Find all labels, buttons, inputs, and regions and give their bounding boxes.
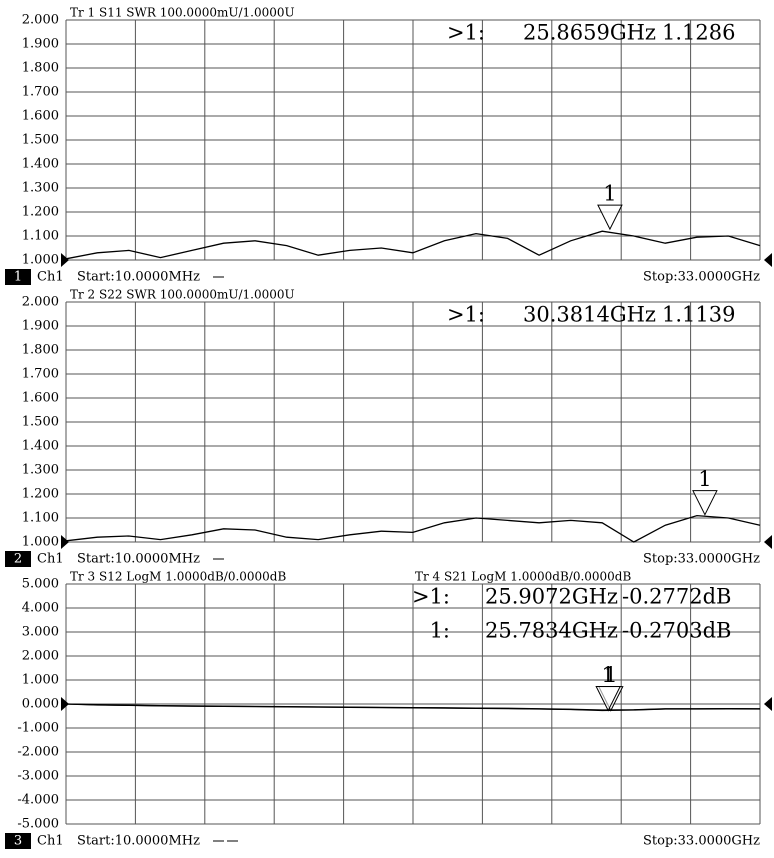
- marker-label: 1: [601, 663, 614, 687]
- y-tick-label: 1.800: [22, 61, 59, 76]
- y-tick-label: 1.000: [22, 535, 59, 550]
- channel-badge-number: 2: [14, 552, 22, 567]
- marker-prefix: >1:: [447, 303, 485, 327]
- y-tick-label: 1.600: [22, 391, 59, 406]
- channel-badge: [5, 269, 31, 285]
- y-tick-label: -5.000: [17, 817, 59, 832]
- channel-badge-number: 1: [14, 270, 22, 285]
- trace-header: Tr 3 S12 LogM 1.0000dB/0.0000dB: [70, 570, 286, 584]
- y-tick-label: 1.000: [22, 673, 59, 688]
- marker-label: 1: [698, 467, 711, 491]
- start-label: Start:10.0000MHz: [77, 270, 200, 285]
- reference-arrow: [764, 535, 772, 549]
- y-tick-label: 1.500: [22, 415, 59, 430]
- reference-arrow: [61, 697, 69, 711]
- y-tick-label: 2.000: [22, 13, 59, 28]
- y-tick-label: 1.300: [22, 181, 59, 196]
- y-tick-label: 1.600: [22, 109, 59, 124]
- trace-header: Tr 1 S11 SWR 100.0000mU/1.0000U: [70, 6, 295, 20]
- y-tick-label: -1.000: [17, 721, 59, 736]
- marker: [595, 685, 621, 712]
- stop-label: Stop:33.0000GHz: [643, 270, 760, 285]
- trace: [65, 514, 761, 543]
- y-tick-label: 4.000: [22, 601, 59, 616]
- y-tick-label: 1.200: [22, 487, 59, 502]
- y-tick-label: 1.900: [22, 319, 59, 334]
- start-label: Start:10.0000MHz: [77, 552, 200, 567]
- y-tick-label: 2.000: [22, 649, 59, 664]
- y-tick-label: 5.000: [22, 577, 59, 592]
- y-tick-label: 1.000: [22, 253, 59, 268]
- y-tick-label: -3.000: [17, 769, 59, 784]
- trace-header: Tr 2 S22 SWR 100.0000mU/1.0000U: [70, 288, 295, 302]
- y-tick-label: -4.000: [17, 793, 59, 808]
- y-tick-label: -2.000: [17, 745, 59, 760]
- marker-frequency: 25.9072GHz: [485, 585, 618, 609]
- marker-value: 1.1286: [662, 21, 735, 45]
- stop-label: Stop:33.0000GHz: [643, 834, 760, 849]
- marker-label: 1: [604, 663, 617, 687]
- y-tick-label: 1.100: [22, 229, 59, 244]
- y-tick-label: 1.200: [22, 205, 59, 220]
- y-tick-label: 1.700: [22, 85, 59, 100]
- trace-header: Tr 4 S21 LogM 1.0000dB/0.0000dB: [415, 570, 631, 584]
- y-tick-label: 1.800: [22, 343, 59, 358]
- marker: [692, 490, 718, 516]
- y-tick-label: 1.500: [22, 133, 59, 148]
- reference-arrow: [61, 253, 69, 267]
- marker-frequency: 25.7834GHz: [485, 619, 618, 643]
- marker-prefix: 1:: [430, 619, 450, 643]
- marker-prefix: >1:: [412, 585, 450, 609]
- marker-value: 1.1139: [662, 303, 735, 327]
- reference-arrow: [61, 535, 69, 549]
- y-tick-label: 1.700: [22, 367, 59, 382]
- channel-badge: [5, 833, 31, 849]
- trace: [65, 230, 761, 260]
- y-tick-label: 1.400: [22, 439, 59, 454]
- y-tick-label: 3.000: [22, 625, 59, 640]
- y-tick-label: 1.400: [22, 157, 59, 172]
- channel-badge-number: 3: [14, 834, 22, 849]
- start-label: Start:10.0000MHz: [77, 834, 200, 849]
- marker-label: 1: [603, 182, 616, 206]
- reference-arrow: [764, 697, 772, 711]
- channel-label: Ch1: [37, 270, 64, 285]
- stop-label: Stop:33.0000GHz: [643, 552, 760, 567]
- marker-value: -0.2772dB: [622, 585, 731, 609]
- marker: [597, 204, 623, 231]
- marker-prefix: >1:: [447, 21, 485, 45]
- channel-label: Ch1: [37, 834, 64, 849]
- trace: [65, 703, 761, 712]
- marker-frequency: 25.8659GHz: [523, 21, 656, 45]
- marker-frequency: 30.3814GHz: [523, 303, 656, 327]
- marker-value: -0.2703dB: [622, 619, 731, 643]
- y-tick-label: 1.900: [22, 37, 59, 52]
- channel-label: Ch1: [37, 552, 64, 567]
- y-tick-label: 1.300: [22, 463, 59, 478]
- y-tick-label: 2.000: [22, 295, 59, 310]
- channel-badge: [5, 551, 31, 567]
- y-tick-label: 1.100: [22, 511, 59, 526]
- reference-arrow: [764, 253, 772, 267]
- y-tick-label: 0.000: [22, 697, 59, 712]
